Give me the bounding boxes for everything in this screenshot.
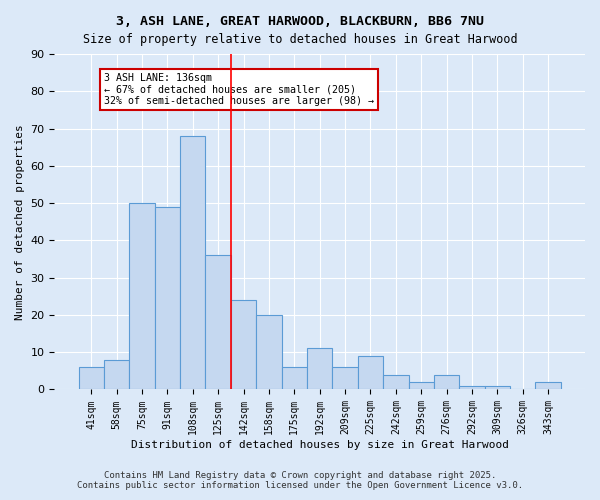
X-axis label: Distribution of detached houses by size in Great Harwood: Distribution of detached houses by size …: [131, 440, 509, 450]
Bar: [434, 374, 460, 390]
Text: 3 ASH LANE: 136sqm
← 67% of detached houses are smaller (205)
32% of semi-detach: 3 ASH LANE: 136sqm ← 67% of detached hou…: [104, 72, 374, 106]
Bar: [281, 367, 307, 390]
Bar: [104, 360, 129, 390]
Bar: [409, 382, 434, 390]
Bar: [460, 386, 485, 390]
Bar: [231, 300, 256, 390]
Bar: [358, 356, 383, 390]
Bar: [535, 382, 561, 390]
Bar: [205, 256, 231, 390]
Bar: [180, 136, 205, 390]
Bar: [485, 386, 510, 390]
Bar: [332, 367, 358, 390]
Text: 3, ASH LANE, GREAT HARWOOD, BLACKBURN, BB6 7NU: 3, ASH LANE, GREAT HARWOOD, BLACKBURN, B…: [116, 15, 484, 28]
Text: Size of property relative to detached houses in Great Harwood: Size of property relative to detached ho…: [83, 32, 517, 46]
Bar: [383, 374, 409, 390]
Y-axis label: Number of detached properties: Number of detached properties: [15, 124, 25, 320]
Text: Contains HM Land Registry data © Crown copyright and database right 2025.
Contai: Contains HM Land Registry data © Crown c…: [77, 470, 523, 490]
Bar: [155, 207, 180, 390]
Bar: [129, 203, 155, 390]
Bar: [79, 367, 104, 390]
Bar: [256, 315, 281, 390]
Bar: [307, 348, 332, 390]
